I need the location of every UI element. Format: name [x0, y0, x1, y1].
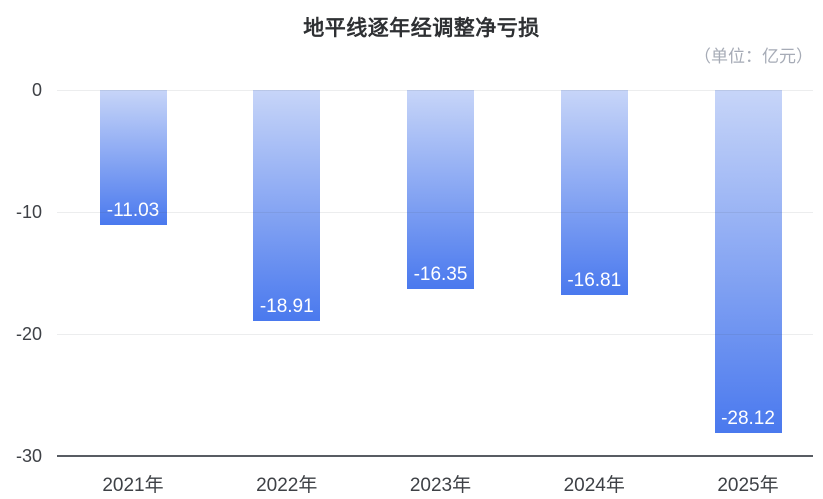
- bar-value-label: -18.91: [259, 295, 314, 317]
- bar-value-label: -16.81: [567, 270, 622, 292]
- gridline: [57, 90, 813, 91]
- bar[interactable]: -16.35: [407, 90, 474, 290]
- x-tick-label: 2021年: [102, 475, 164, 496]
- x-tick-label: 2025年: [717, 475, 779, 496]
- unit-label: （单位：亿元）: [694, 47, 813, 66]
- chart-title: 地平线逐年经调整净亏损: [303, 17, 540, 40]
- bar-value-label: -16.35: [413, 264, 468, 286]
- bar[interactable]: -28.12: [714, 90, 782, 434]
- bar-value-label: -11.03: [106, 199, 160, 221]
- gridline: [57, 212, 813, 213]
- x-tick-label: 2024年: [563, 475, 625, 496]
- gridline: [57, 334, 813, 335]
- bar[interactable]: -16.81: [560, 90, 628, 296]
- y-tick-label: -20: [15, 324, 42, 344]
- y-tick-label: -10: [15, 202, 42, 222]
- x-tick-label: 2022年: [256, 475, 318, 496]
- bar[interactable]: -11.03: [99, 90, 167, 225]
- x-tick-label: 2023年: [409, 475, 472, 496]
- y-tick-label: -30: [15, 446, 42, 466]
- y-tick-label: 0: [31, 80, 42, 100]
- x-axis-line: [57, 455, 813, 457]
- bar[interactable]: -18.91: [253, 90, 321, 321]
- bar-value-label: -28.12: [721, 408, 775, 430]
